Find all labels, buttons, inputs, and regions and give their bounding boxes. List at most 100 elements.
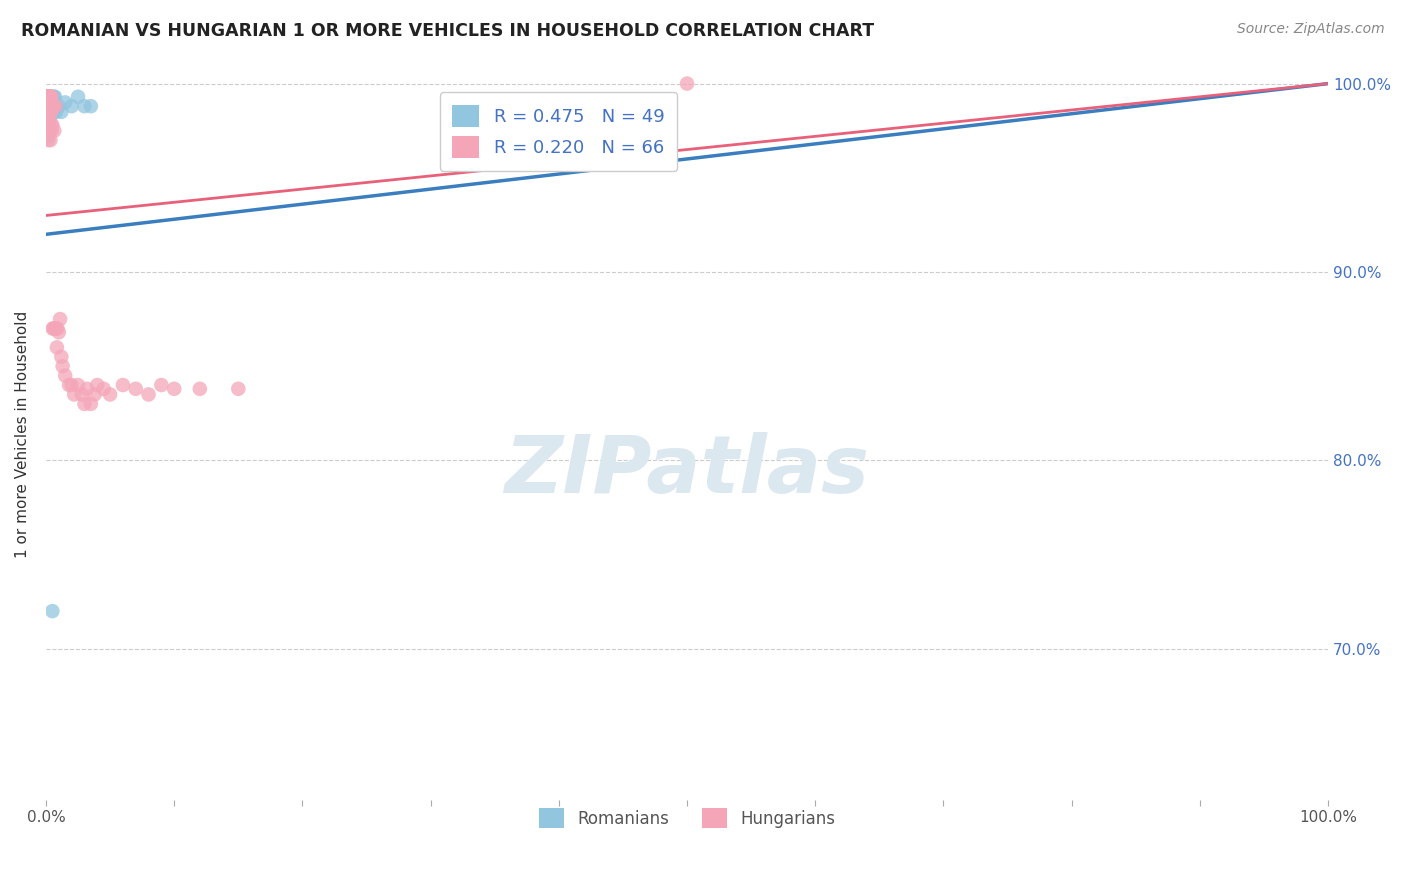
Point (41, 124, 63, 138)
Point (37, 89, 59, 103)
Point (38, 89, 60, 103)
Point (41, 89, 63, 103)
Point (53, 368, 76, 383)
Point (49, 312, 72, 326)
Point (150, 378, 173, 392)
Point (44, 104, 66, 119)
Point (39, 104, 62, 119)
Point (42, 99, 65, 113)
Point (188, 382, 211, 396)
Point (37, 118, 59, 132)
Point (45, 321, 67, 335)
Point (37, 89, 59, 103)
Point (37, 104, 59, 119)
Point (45, 104, 67, 119)
Point (38, 89, 60, 103)
Point (44, 89, 66, 103)
Point (37, 118, 59, 132)
Point (45, 99, 67, 113)
Point (39, 104, 62, 119)
Point (37, 99, 59, 113)
Point (37, 129, 59, 144)
Point (41, 99, 63, 113)
Point (37, 95, 59, 110)
Point (37, 89, 59, 103)
Point (38, 133, 60, 147)
Point (38, 89, 60, 103)
Point (52, 359, 75, 374)
Point (93, 382, 115, 396)
Point (73, 397, 96, 411)
Point (45, 99, 67, 113)
Point (42, 99, 65, 113)
Point (35, 89, 58, 103)
Point (35, 89, 58, 103)
Point (38, 124, 60, 138)
Point (38, 114, 60, 128)
Point (86, 378, 108, 392)
Point (38, 89, 60, 103)
Point (37, 89, 59, 103)
Point (73, 99, 96, 113)
Point (37, 104, 59, 119)
Point (37, 89, 59, 103)
Point (38, 89, 60, 103)
Point (35, 104, 58, 119)
Point (37, 114, 59, 128)
Point (38, 124, 60, 138)
Point (98, 387, 121, 401)
Point (80, 397, 103, 411)
Point (35, 89, 58, 103)
Point (38, 124, 60, 138)
Point (41, 89, 63, 103)
Point (51, 104, 73, 119)
Point (41, 95, 63, 110)
Point (35, 89, 58, 103)
Point (38, 89, 60, 103)
Text: ZIPatlas: ZIPatlas (505, 432, 869, 509)
Point (48, 326, 70, 340)
Point (163, 382, 186, 396)
Point (39, 133, 62, 147)
Point (46, 321, 69, 335)
Point (37, 89, 59, 103)
Point (42, 321, 65, 335)
Point (38, 89, 60, 103)
Point (37, 89, 59, 103)
Point (111, 378, 134, 392)
Point (41, 104, 63, 119)
Point (51, 350, 73, 364)
Point (38, 99, 60, 113)
Point (39, 118, 62, 132)
Point (44, 321, 66, 335)
Point (39, 89, 62, 103)
Point (37, 99, 59, 113)
Point (35, 99, 58, 113)
Point (37, 104, 59, 119)
Point (58, 378, 80, 392)
Legend: Romanians, Hungarians: Romanians, Hungarians (531, 801, 842, 835)
Point (80, 99, 103, 113)
Y-axis label: 1 or more Vehicles in Household: 1 or more Vehicles in Household (15, 310, 30, 558)
Point (39, 89, 62, 103)
Point (38, 114, 60, 128)
Point (37, 114, 59, 128)
Point (125, 382, 148, 396)
Point (39, 89, 62, 103)
Point (41, 321, 63, 335)
Point (48, 99, 70, 113)
Point (39, 99, 62, 113)
Point (83, 387, 105, 401)
Point (39, 89, 62, 103)
Text: ROMANIAN VS HUNGARIAN 1 OR MORE VEHICLES IN HOUSEHOLD CORRELATION CHART: ROMANIAN VS HUNGARIAN 1 OR MORE VEHICLES… (21, 22, 875, 40)
Point (38, 89, 60, 103)
Point (41, 118, 63, 132)
Point (45, 340, 67, 354)
Point (38, 104, 60, 119)
Point (66, 89, 89, 103)
Point (39, 99, 62, 113)
Point (38, 104, 60, 119)
Point (60, 378, 83, 392)
Point (38, 89, 60, 103)
Point (44, 124, 66, 138)
